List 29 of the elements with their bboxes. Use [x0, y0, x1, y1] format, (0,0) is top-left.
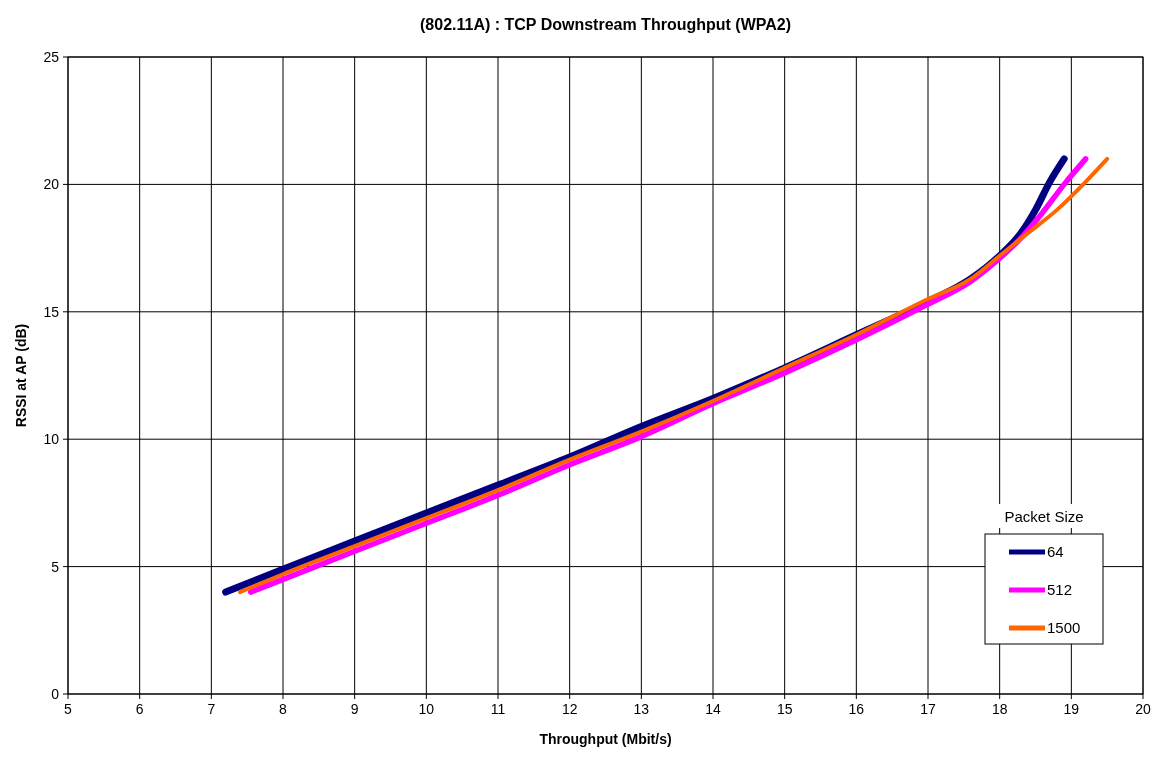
x-axis-title: Throughput (Mbit/s) [539, 731, 672, 747]
y-tick-label: 10 [43, 431, 60, 448]
y-tick-label: 25 [43, 49, 60, 65]
x-tick-label: 15 [776, 701, 793, 717]
y-tick-label: 5 [51, 558, 60, 575]
x-tick-label: 20 [1135, 701, 1151, 717]
chart-title: (802.11A) : TCP Downstream Throughput (WPA2) [420, 16, 791, 33]
x-tick-label: 12 [561, 701, 578, 717]
x-tick-label: 6 [135, 701, 144, 717]
y-tick-label: 0 [51, 686, 60, 702]
x-tick-label: 18 [991, 701, 1008, 717]
y-tick-label: 20 [43, 176, 60, 193]
x-tick-label: 7 [207, 701, 216, 717]
x-tick-label: 5 [64, 701, 73, 717]
y-tick-label: 15 [43, 303, 60, 320]
x-tick-label: 19 [1063, 701, 1080, 717]
legend-label: 64 [1047, 543, 1064, 560]
legend-label: 512 [1047, 581, 1073, 598]
x-tick-label: 14 [705, 701, 721, 717]
x-tick-label: 16 [848, 701, 865, 717]
legend-label: 1500 [1047, 619, 1081, 636]
x-tick-label: 11 [490, 701, 506, 717]
x-tick-label: 10 [418, 701, 435, 717]
x-tick-label: 8 [279, 701, 288, 717]
y-axis-title: RSSI at AP (dB) [13, 323, 29, 428]
x-tick-label: 9 [350, 701, 359, 717]
legend-title: Packet Size [1004, 508, 1084, 525]
x-tick-label: 17 [920, 701, 936, 717]
x-tick-label: 13 [633, 701, 650, 717]
